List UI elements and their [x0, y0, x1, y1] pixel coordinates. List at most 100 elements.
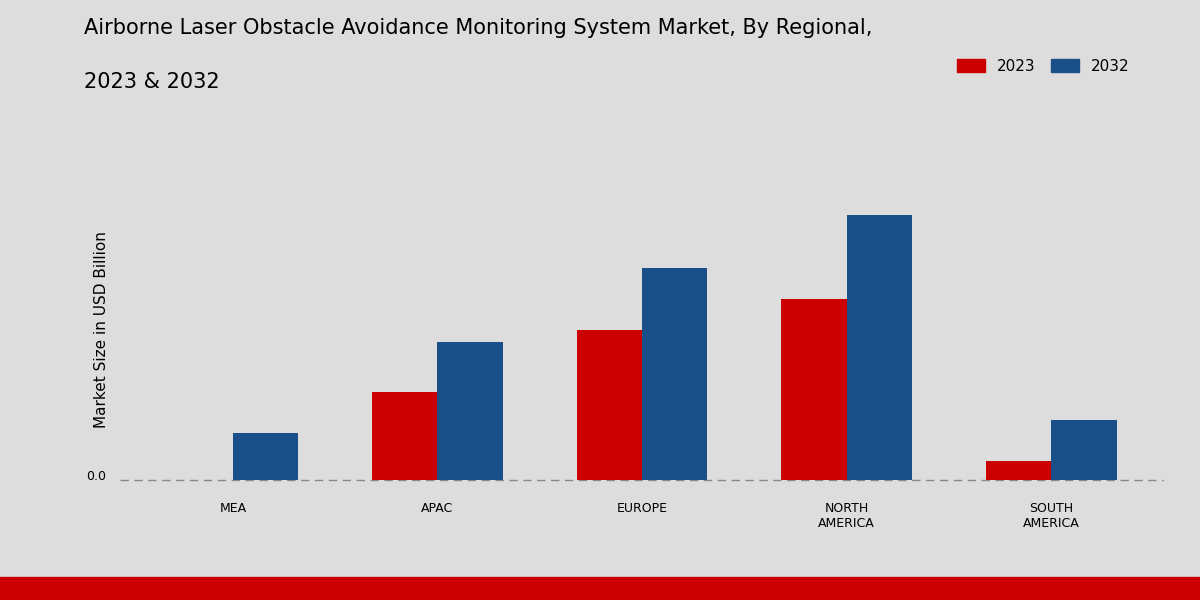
- Bar: [0, 596, 1200, 599]
- Bar: [0, 596, 1200, 599]
- Bar: [846, 215, 912, 479]
- Bar: [0, 596, 1200, 599]
- Bar: [0, 596, 1200, 599]
- Bar: [0, 595, 1200, 598]
- Bar: [0, 595, 1200, 598]
- Bar: [0, 595, 1200, 598]
- Bar: [0, 597, 1200, 600]
- Bar: [0, 596, 1200, 599]
- Bar: [0, 595, 1200, 598]
- Bar: [0, 595, 1200, 598]
- Bar: [0, 596, 1200, 599]
- Bar: [0, 597, 1200, 600]
- Bar: [0, 596, 1200, 599]
- Bar: [0, 596, 1200, 599]
- Bar: [0, 596, 1200, 599]
- Bar: [0, 597, 1200, 600]
- Bar: [0, 595, 1200, 598]
- Bar: [0, 596, 1200, 599]
- Bar: [0, 595, 1200, 598]
- Bar: [0, 596, 1200, 599]
- Bar: [0, 596, 1200, 599]
- Y-axis label: Market Size in USD Billion: Market Size in USD Billion: [94, 232, 109, 428]
- Bar: [0, 596, 1200, 599]
- Bar: [0, 596, 1200, 599]
- Bar: [0, 596, 1200, 599]
- Bar: [0, 595, 1200, 598]
- Bar: [0, 595, 1200, 598]
- Bar: [0, 595, 1200, 598]
- Bar: [0, 596, 1200, 599]
- Bar: [0, 595, 1200, 598]
- Bar: [0, 595, 1200, 598]
- Bar: [0, 596, 1200, 599]
- Bar: [0, 595, 1200, 598]
- Bar: [0, 596, 1200, 599]
- Bar: [0, 597, 1200, 600]
- Bar: [0, 596, 1200, 599]
- Bar: [0, 594, 1200, 597]
- Bar: [0, 595, 1200, 598]
- Bar: [0, 596, 1200, 599]
- Bar: [0, 594, 1200, 597]
- Bar: [0, 596, 1200, 599]
- Text: 2023 & 2032: 2023 & 2032: [84, 72, 220, 92]
- Bar: [0, 596, 1200, 599]
- Bar: [0, 596, 1200, 599]
- Legend: 2023, 2032: 2023, 2032: [952, 53, 1135, 80]
- Bar: [0, 595, 1200, 598]
- Bar: [0, 596, 1200, 599]
- Bar: [0, 596, 1200, 599]
- Bar: [0, 595, 1200, 598]
- Text: Airborne Laser Obstacle Avoidance Monitoring System Market, By Regional,: Airborne Laser Obstacle Avoidance Monito…: [84, 18, 872, 38]
- Bar: [0, 594, 1200, 597]
- Bar: [233, 433, 299, 479]
- Bar: [0, 595, 1200, 598]
- Bar: [0, 597, 1200, 600]
- Bar: [0, 595, 1200, 598]
- Bar: [0, 596, 1200, 599]
- Bar: [0, 596, 1200, 599]
- Bar: [0, 595, 1200, 598]
- Bar: [576, 330, 642, 479]
- Bar: [0, 596, 1200, 599]
- Bar: [0, 595, 1200, 598]
- Bar: [0, 597, 1200, 600]
- Bar: [0, 596, 1200, 599]
- Bar: [0, 595, 1200, 598]
- Bar: [438, 343, 503, 479]
- Bar: [0, 595, 1200, 598]
- Bar: [0, 596, 1200, 599]
- Bar: [0, 596, 1200, 599]
- Bar: [0, 595, 1200, 598]
- Bar: [0, 596, 1200, 599]
- Bar: [0, 595, 1200, 598]
- Bar: [0, 596, 1200, 599]
- Bar: [0, 597, 1200, 600]
- Bar: [0, 597, 1200, 600]
- Bar: [0, 594, 1200, 597]
- Bar: [0, 596, 1200, 599]
- Bar: [0, 595, 1200, 598]
- Bar: [0, 596, 1200, 599]
- Bar: [0, 597, 1200, 600]
- Bar: [0, 594, 1200, 597]
- Bar: [0, 594, 1200, 597]
- Bar: [0, 597, 1200, 600]
- Bar: [0, 595, 1200, 598]
- Bar: [0, 595, 1200, 598]
- Bar: [0, 597, 1200, 600]
- Bar: [0, 596, 1200, 599]
- Bar: [0, 595, 1200, 598]
- Bar: [0, 596, 1200, 599]
- Bar: [0, 595, 1200, 598]
- Bar: [0, 596, 1200, 599]
- Bar: [0, 594, 1200, 597]
- Bar: [0, 596, 1200, 600]
- Bar: [0, 595, 1200, 598]
- Bar: [0, 596, 1200, 599]
- Bar: [0, 595, 1200, 598]
- Bar: [0, 595, 1200, 598]
- Bar: [0, 594, 1200, 597]
- Bar: [0, 596, 1200, 599]
